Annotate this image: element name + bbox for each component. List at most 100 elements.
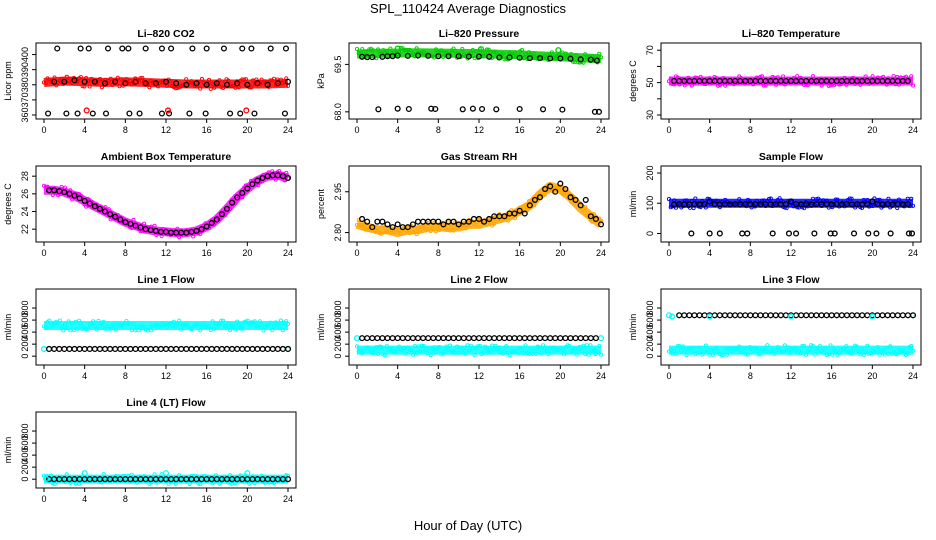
data-point xyxy=(889,312,896,319)
band-point xyxy=(541,343,546,348)
band-point xyxy=(115,75,120,80)
band-point xyxy=(363,49,368,55)
data-point xyxy=(96,345,103,353)
data-point xyxy=(239,345,246,353)
band-point xyxy=(738,75,744,81)
band-point xyxy=(412,54,417,59)
band-point xyxy=(233,327,238,332)
band-point xyxy=(43,184,48,189)
data-point xyxy=(274,345,281,353)
data-point xyxy=(859,312,866,319)
data-point xyxy=(234,345,241,353)
series-1-red xyxy=(41,74,291,91)
band-point xyxy=(112,322,117,327)
band-point xyxy=(177,235,182,240)
data-point xyxy=(726,312,734,319)
data-point xyxy=(587,213,594,220)
data-point xyxy=(481,335,488,342)
band-point xyxy=(261,480,266,485)
data-point xyxy=(526,55,533,62)
band-point xyxy=(376,351,381,356)
data-point xyxy=(244,345,251,353)
data-point xyxy=(259,345,266,353)
band-point xyxy=(767,196,772,201)
band-point xyxy=(584,55,590,60)
y-tick-label: 22 xyxy=(20,224,30,234)
x-tick-label: 24 xyxy=(596,248,606,258)
data-point xyxy=(107,345,114,353)
x-tick-label: 24 xyxy=(283,248,293,258)
band-point xyxy=(266,323,271,328)
y-tick-label: 400 xyxy=(20,47,30,62)
y-tick-label: 28 xyxy=(20,171,30,181)
band-point xyxy=(500,51,505,56)
data-point xyxy=(587,56,594,63)
chart-panel-7: Line 1 Flow ml/min 0 4 8 12 16 20 24 0 20040060080… xyxy=(3,274,297,381)
data-point xyxy=(539,106,547,113)
data-point xyxy=(203,45,210,52)
band-point xyxy=(91,319,96,324)
data-point xyxy=(394,335,401,342)
data-point xyxy=(582,335,589,342)
data-point xyxy=(595,108,603,115)
band-point xyxy=(247,481,252,486)
band-point xyxy=(560,50,565,55)
band-point xyxy=(682,348,687,353)
figure-title: SPL_110424 Average Diagnostics xyxy=(370,1,567,16)
data-point xyxy=(470,335,477,342)
data-point xyxy=(787,198,795,205)
x-tick-label: 8 xyxy=(748,125,753,135)
data-point xyxy=(183,345,190,353)
data-point xyxy=(526,335,533,342)
band-point xyxy=(384,344,389,349)
band-point xyxy=(800,343,805,348)
band-point xyxy=(437,344,442,350)
series-2-black xyxy=(359,180,605,231)
band-mark xyxy=(44,170,290,238)
band-point xyxy=(737,344,742,349)
data-point xyxy=(831,230,838,237)
data-point xyxy=(125,45,132,52)
x-tick-label: 0 xyxy=(41,125,46,135)
band-point xyxy=(194,322,199,327)
y-tick-label: 26 xyxy=(20,189,30,199)
data-point xyxy=(711,312,718,319)
data-point xyxy=(374,218,381,225)
data-point xyxy=(542,185,549,193)
data-point xyxy=(547,183,554,190)
data-point xyxy=(234,80,241,87)
band-point xyxy=(483,50,488,55)
data-point xyxy=(269,345,276,353)
data-point xyxy=(854,312,861,319)
data-point xyxy=(248,45,255,52)
data-point xyxy=(46,345,53,353)
x-tick-label: 8 xyxy=(748,371,753,381)
band-point xyxy=(240,326,245,331)
data-point xyxy=(127,220,134,227)
y-tick-label: 2.80 xyxy=(333,224,343,242)
band-point xyxy=(542,192,547,197)
data-point xyxy=(506,335,513,342)
data-point xyxy=(777,312,784,319)
band-point xyxy=(212,326,217,331)
band-point xyxy=(775,345,780,350)
data-point xyxy=(420,218,427,225)
data-point xyxy=(132,78,139,85)
band-mark xyxy=(43,76,289,89)
data-point xyxy=(76,195,83,202)
data-point xyxy=(281,110,289,117)
band-point xyxy=(278,318,284,323)
data-point xyxy=(202,110,209,117)
band-point xyxy=(598,352,604,357)
y-tick-label: 200 xyxy=(645,166,655,181)
band-point xyxy=(523,343,528,348)
x-tick-label: 8 xyxy=(123,248,128,258)
band-point xyxy=(412,227,417,232)
data-point xyxy=(51,345,58,353)
x-tick-label: 4 xyxy=(395,125,400,135)
band-point xyxy=(703,343,708,348)
x-tick-label: 20 xyxy=(555,371,565,381)
data-point xyxy=(158,110,165,117)
band-point xyxy=(80,84,85,89)
data-point xyxy=(54,45,61,52)
